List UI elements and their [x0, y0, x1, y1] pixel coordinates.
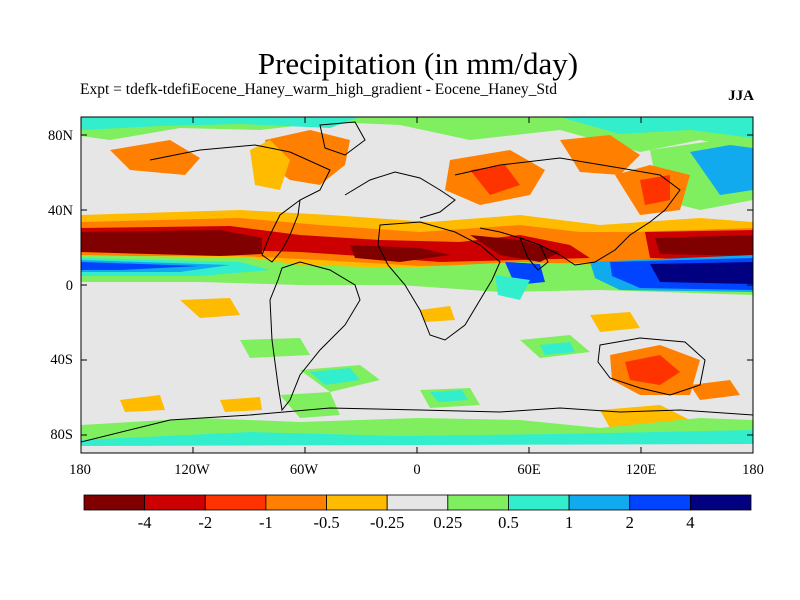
lon-label-180e: 180 [742, 462, 764, 478]
colorbar-swatch [265, 494, 327, 511]
colorbar-label: -2 [198, 513, 213, 532]
colorbar-label: -0.5 [313, 513, 340, 532]
colorbar-label: 4 [686, 513, 695, 532]
colorbar-swatch [326, 494, 388, 511]
contour-pac-orange [110, 140, 200, 175]
contour-asia-orange [560, 135, 640, 175]
colorbar-swatch [83, 494, 146, 511]
colorbar-swatch [508, 494, 570, 511]
lon-label-0: 0 [413, 462, 421, 478]
coastlines [81, 121, 753, 443]
map-field [81, 117, 753, 453]
contour-so-orange [690, 380, 740, 400]
lon-label-60w: 60W [289, 462, 319, 478]
lon-label-60e: 60E [517, 462, 541, 478]
contour-arctic-cyan-e [560, 117, 753, 138]
coast-africa [377, 221, 501, 341]
lat-label-40n: 40N [48, 203, 73, 219]
contour-wpac-darkred [655, 235, 753, 256]
contour-india-darkred [470, 235, 560, 262]
contour-arabia-cyan [495, 275, 530, 300]
coast-south-america [269, 261, 361, 412]
contour-east-asia-red [640, 175, 670, 205]
contour-sh-yellow-1 [180, 298, 240, 318]
lon-label-120e: 120E [625, 462, 657, 478]
contour-sh-yellow-2 [590, 312, 640, 332]
contour-aus-red [625, 355, 680, 385]
colorbar [83, 494, 752, 511]
season-label: JJA [728, 88, 754, 104]
colorbar-swatch [447, 494, 509, 511]
colorbar-label: 2 [625, 513, 634, 532]
lat-label-80n: 80N [48, 128, 73, 144]
colorbar-swatch [568, 494, 631, 511]
contour-pac-darkred [81, 230, 262, 256]
contour-eq-royal [81, 262, 200, 270]
contour-so-yellow-2 [220, 397, 262, 412]
colorbar-swatch [629, 494, 691, 511]
colorbar-label: -1 [259, 513, 273, 532]
coast-europe [344, 171, 456, 219]
contour-arctic-green [81, 117, 753, 152]
contour-so-cyan [430, 390, 468, 402]
coast-antarctica [81, 407, 753, 443]
contour-sh-green-1 [240, 338, 310, 358]
lat-label-40s: 40S [50, 352, 73, 368]
contour-eq-navy-e [650, 262, 753, 284]
contour-na-yellow [250, 140, 290, 190]
contour-sh-cyan-1 [540, 342, 575, 355]
colorbar-label: 1 [564, 513, 574, 532]
contour-so-yellow-1 [120, 395, 165, 412]
coast-greenland [319, 121, 366, 156]
colorbar-label: 0.5 [498, 513, 519, 532]
contour-arctic-cyan [81, 117, 360, 130]
colorbar-swatch [386, 494, 449, 511]
colorbar-swatch [144, 494, 206, 511]
coast-north-america [149, 144, 331, 263]
colorbar-swatch [689, 494, 752, 511]
map-title: Precipitation (in mm/day) [257, 46, 579, 81]
contour-ne-asia-blue [690, 145, 753, 195]
colorbar-swatch [204, 494, 267, 511]
lon-label-120w: 120W [174, 462, 210, 478]
colorbar-label: -0.25 [369, 513, 405, 532]
coast-india [519, 237, 549, 271]
coast-australia [597, 337, 706, 396]
contour-eurasia-red [470, 165, 520, 195]
lat-label-80s: 80S [50, 427, 73, 443]
experiment-subtitle: Expt = tdefk-tdefiEocene_Haney_warm_high… [80, 81, 558, 98]
lon-label-180w: 180 [69, 462, 91, 478]
contour-sh-yellow-3 [420, 306, 455, 322]
lat-label-0: 0 [65, 278, 73, 294]
contour-sa-cyan [310, 368, 360, 385]
colorbar-label: 0.25 [433, 513, 463, 532]
axis-ticks [81, 117, 753, 453]
colorbar-label: -4 [137, 513, 152, 532]
contour-africa-darkred [350, 245, 450, 262]
